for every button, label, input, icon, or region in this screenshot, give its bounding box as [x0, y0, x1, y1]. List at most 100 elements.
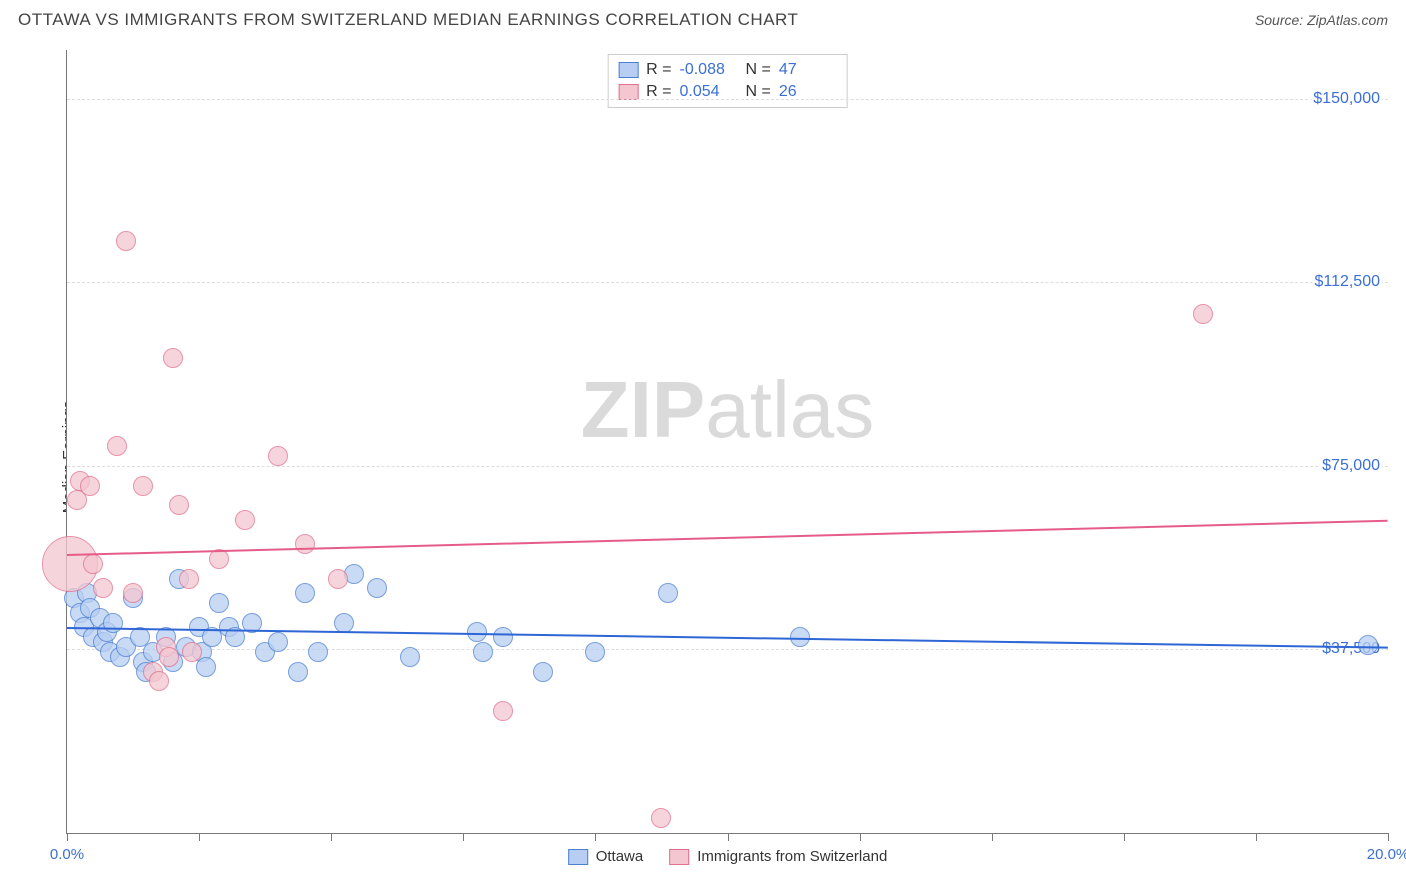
data-point-swiss [149, 671, 169, 691]
y-tick-label: $37,500 [1320, 640, 1382, 658]
x-tick [1124, 833, 1125, 841]
data-point-swiss [163, 348, 183, 368]
data-point-ottawa [133, 652, 153, 672]
data-point-swiss [143, 662, 163, 682]
data-point-ottawa [493, 627, 513, 647]
swatch-swiss [618, 84, 638, 100]
data-point-swiss [42, 536, 98, 592]
data-point-ottawa [367, 578, 387, 598]
data-point-swiss [83, 554, 103, 574]
data-point-ottawa [219, 617, 239, 637]
data-point-ottawa [123, 588, 143, 608]
x-tick [331, 833, 332, 841]
data-point-ottawa [189, 617, 209, 637]
data-point-swiss [268, 446, 288, 466]
legend-bottom: Ottawa Immigrants from Switzerland [568, 848, 888, 865]
data-point-swiss [651, 808, 671, 828]
y-tick-label: $150,000 [1311, 90, 1382, 108]
data-point-ottawa [192, 642, 212, 662]
stat-n-label: N = [746, 61, 771, 79]
x-tick [199, 833, 200, 841]
legend-label-swiss: Immigrants from Switzerland [697, 848, 887, 865]
legend-item-ottawa: Ottawa [568, 848, 644, 865]
data-point-ottawa [100, 642, 120, 662]
watermark-rest: atlas [705, 365, 874, 454]
watermark-bold: ZIP [581, 365, 705, 454]
legend-swatch-ottawa [568, 849, 588, 865]
stat-n-value: 47 [779, 61, 837, 79]
trend-line-swiss [67, 520, 1388, 556]
data-point-ottawa [143, 642, 163, 662]
x-tick [463, 833, 464, 841]
data-point-ottawa [295, 583, 315, 603]
data-point-swiss [80, 476, 100, 496]
data-point-swiss [493, 701, 513, 721]
data-point-swiss [156, 637, 176, 657]
data-point-ottawa [97, 622, 117, 642]
data-point-ottawa [255, 642, 275, 662]
data-point-ottawa [334, 613, 354, 633]
data-point-ottawa [473, 642, 493, 662]
x-tick-label: 0.0% [50, 846, 84, 863]
data-point-swiss [93, 578, 113, 598]
data-point-swiss [133, 476, 153, 496]
x-tick [1256, 833, 1257, 841]
source-label: Source: ZipAtlas.com [1255, 12, 1388, 28]
stats-row-ottawa: R = -0.088 N = 47 [618, 59, 837, 81]
data-point-ottawa [64, 588, 84, 608]
data-point-swiss [67, 490, 87, 510]
gridline [67, 99, 1388, 100]
data-point-ottawa [533, 662, 553, 682]
plot-area: ZIPatlas R =-0.088N =47R =0.054N =26 Ott… [66, 50, 1388, 834]
y-tick-label: $75,000 [1320, 457, 1382, 475]
data-point-ottawa [130, 627, 150, 647]
data-point-swiss [235, 510, 255, 530]
data-point-ottawa [585, 642, 605, 662]
data-point-swiss [1193, 304, 1213, 324]
legend-item-swiss: Immigrants from Switzerland [669, 848, 887, 865]
data-point-swiss [70, 471, 90, 491]
data-point-ottawa [80, 598, 100, 618]
data-point-swiss [182, 642, 202, 662]
chart-container: Median Earnings ZIPatlas R =-0.088N =47R… [18, 40, 1388, 874]
gridline [67, 282, 1388, 283]
data-point-swiss [295, 534, 315, 554]
data-point-swiss [107, 436, 127, 456]
data-point-swiss [123, 583, 143, 603]
gridline [67, 466, 1388, 467]
data-point-ottawa [77, 583, 97, 603]
gridline [67, 649, 1388, 650]
data-point-ottawa [209, 593, 229, 613]
x-tick [1388, 833, 1389, 841]
data-point-ottawa [163, 652, 183, 672]
legend-swatch-swiss [669, 849, 689, 865]
data-point-ottawa [90, 608, 110, 628]
chart-title: OTTAWA VS IMMIGRANTS FROM SWITZERLAND ME… [18, 10, 798, 30]
x-tick [595, 833, 596, 841]
data-point-ottawa [169, 569, 189, 589]
data-point-swiss [169, 495, 189, 515]
x-tick [860, 833, 861, 841]
data-point-ottawa [308, 642, 328, 662]
data-point-swiss [328, 569, 348, 589]
data-point-ottawa [344, 564, 364, 584]
watermark: ZIPatlas [581, 364, 874, 456]
swatch-ottawa [618, 62, 638, 78]
data-point-ottawa [70, 603, 90, 623]
data-point-ottawa [658, 583, 678, 603]
y-tick-label: $112,500 [1312, 273, 1382, 291]
data-point-ottawa [136, 662, 156, 682]
x-tick [728, 833, 729, 841]
x-tick [992, 833, 993, 841]
data-point-ottawa [176, 637, 196, 657]
legend-label-ottawa: Ottawa [596, 848, 644, 865]
stat-r-value: -0.088 [680, 61, 738, 79]
stat-r-label: R = [646, 61, 671, 79]
data-point-ottawa [196, 657, 216, 677]
x-tick [67, 833, 68, 841]
data-point-ottawa [83, 627, 103, 647]
data-point-swiss [179, 569, 199, 589]
x-tick-label: 20.0% [1367, 846, 1406, 863]
data-point-swiss [116, 231, 136, 251]
trend-line-ottawa [67, 627, 1388, 649]
